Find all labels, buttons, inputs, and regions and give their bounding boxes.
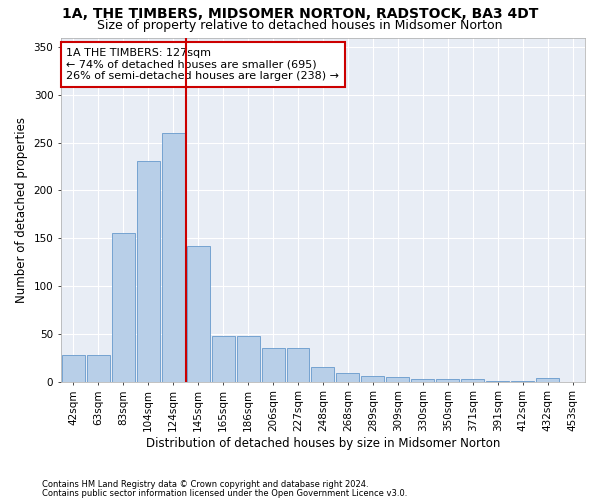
Bar xyxy=(486,380,509,382)
Bar xyxy=(137,161,160,382)
Bar xyxy=(162,133,185,382)
Bar xyxy=(461,379,484,382)
Bar xyxy=(287,348,310,382)
Bar xyxy=(112,234,135,382)
Y-axis label: Number of detached properties: Number of detached properties xyxy=(15,116,28,302)
Bar xyxy=(536,378,559,382)
Bar xyxy=(412,379,434,382)
Text: 1A THE TIMBERS: 127sqm
← 74% of detached houses are smaller (695)
26% of semi-de: 1A THE TIMBERS: 127sqm ← 74% of detached… xyxy=(66,48,339,81)
Bar xyxy=(212,336,235,382)
Bar xyxy=(337,373,359,382)
Text: 1A, THE TIMBERS, MIDSOMER NORTON, RADSTOCK, BA3 4DT: 1A, THE TIMBERS, MIDSOMER NORTON, RADSTO… xyxy=(62,8,538,22)
Bar xyxy=(187,246,209,382)
Bar xyxy=(361,376,385,382)
Text: Contains HM Land Registry data © Crown copyright and database right 2024.: Contains HM Land Registry data © Crown c… xyxy=(42,480,368,489)
Text: Contains public sector information licensed under the Open Government Licence v3: Contains public sector information licen… xyxy=(42,489,407,498)
Bar xyxy=(436,379,459,382)
Text: Size of property relative to detached houses in Midsomer Norton: Size of property relative to detached ho… xyxy=(97,19,503,32)
Bar xyxy=(62,355,85,382)
Bar xyxy=(511,380,534,382)
Bar xyxy=(311,368,334,382)
Bar xyxy=(262,348,284,382)
Bar xyxy=(386,377,409,382)
Bar xyxy=(87,355,110,382)
X-axis label: Distribution of detached houses by size in Midsomer Norton: Distribution of detached houses by size … xyxy=(146,437,500,450)
Bar xyxy=(236,336,260,382)
